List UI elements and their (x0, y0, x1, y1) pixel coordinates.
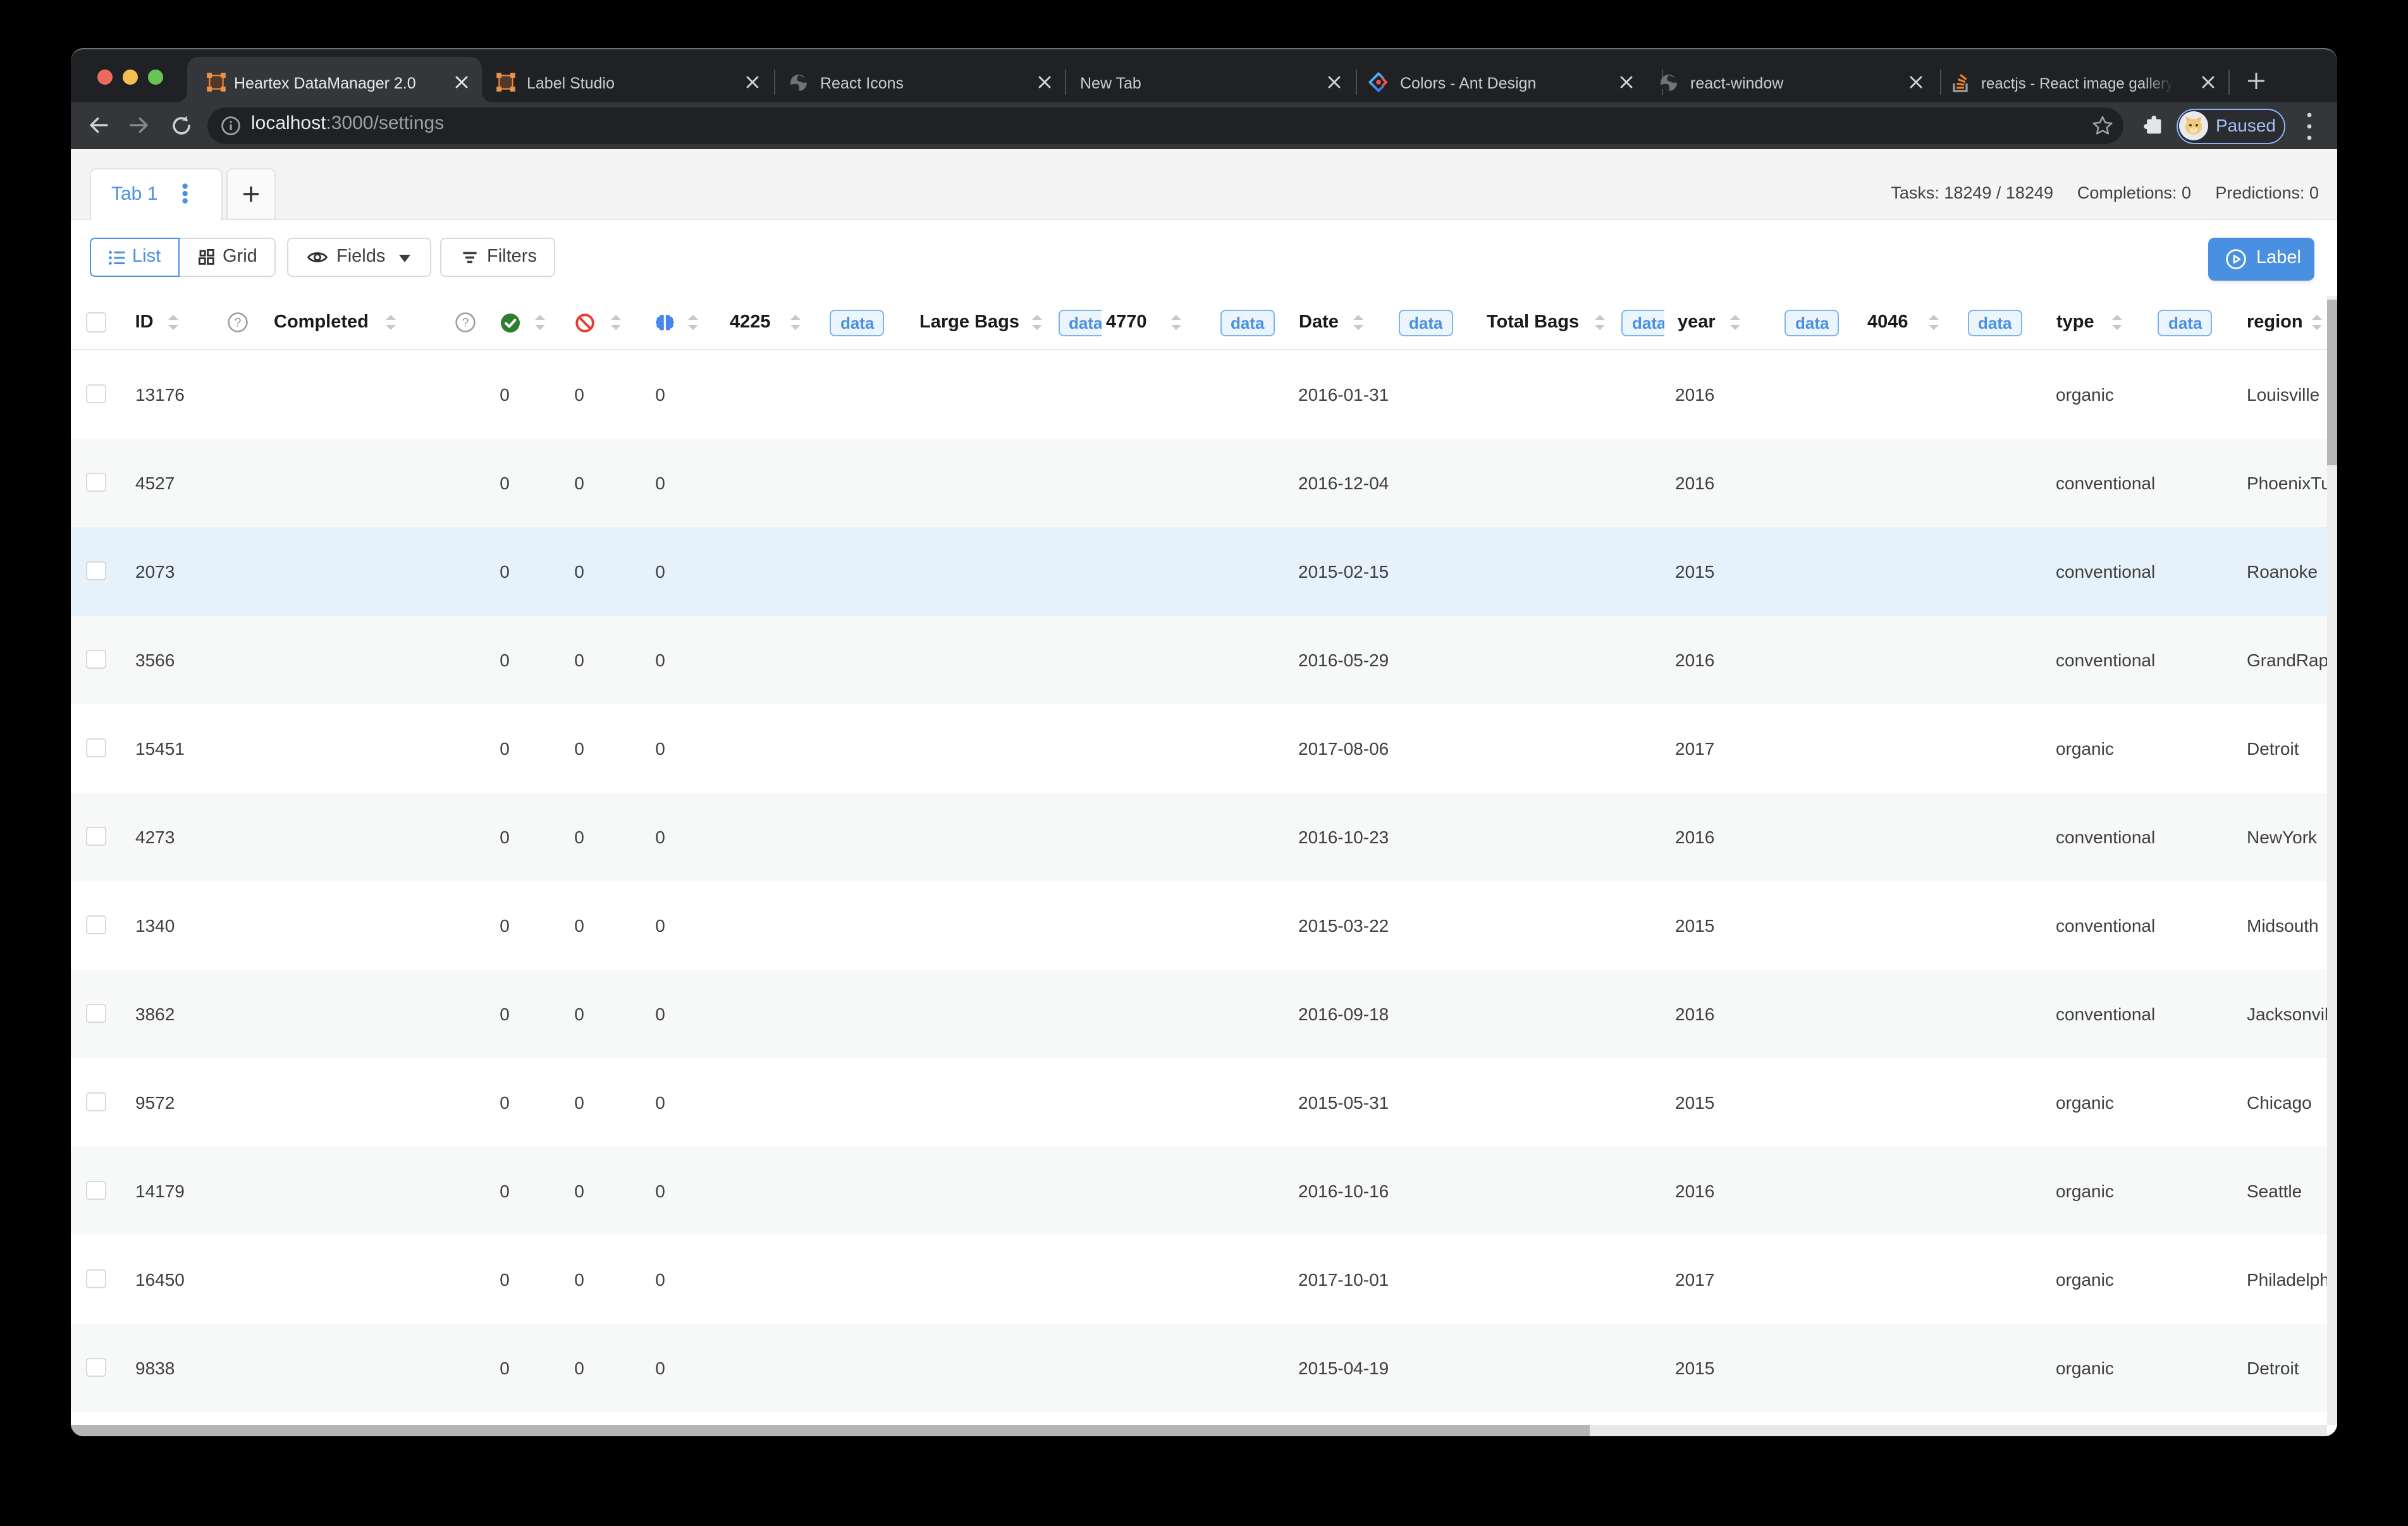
svg-text:?: ? (462, 316, 469, 329)
svg-text:?: ? (234, 316, 241, 329)
